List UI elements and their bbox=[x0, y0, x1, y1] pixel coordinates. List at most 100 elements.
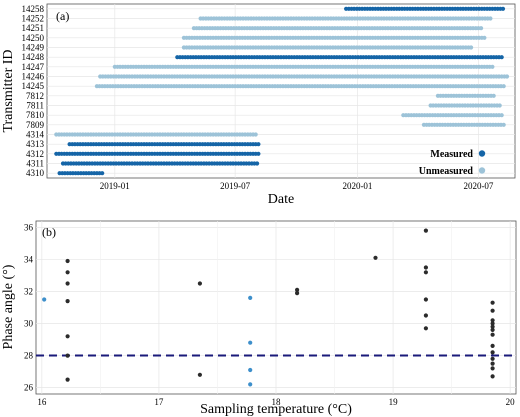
segment-measured-14248 bbox=[175, 55, 504, 60]
segment-unmeasured-7809 bbox=[421, 122, 506, 127]
y-tick-label: 7809 bbox=[26, 120, 45, 130]
data-point bbox=[490, 321, 495, 326]
point-unmeasured bbox=[482, 35, 487, 40]
data-point bbox=[248, 382, 253, 387]
point-unmeasured bbox=[501, 84, 506, 89]
point-unmeasured bbox=[504, 74, 510, 79]
data-point bbox=[197, 281, 202, 286]
y-tick-label: 14258 bbox=[22, 4, 45, 14]
segment-measured-14258 bbox=[344, 6, 506, 11]
panel-a-y-axis-label: Transmitter ID bbox=[1, 49, 16, 132]
y-tick-label: 30 bbox=[24, 319, 34, 329]
legend-measured-label: Measured bbox=[430, 149, 473, 160]
y-tick-label: 14250 bbox=[22, 33, 45, 43]
data-point bbox=[295, 287, 300, 292]
y-tick-label: 7812 bbox=[26, 91, 44, 101]
data-point bbox=[423, 228, 428, 233]
data-point bbox=[490, 327, 495, 332]
data-point bbox=[490, 350, 495, 355]
y-tick-label: 4311 bbox=[26, 159, 44, 169]
x-tick-label: 16 bbox=[37, 397, 47, 407]
data-point bbox=[490, 361, 495, 366]
y-tick-label: 14248 bbox=[22, 52, 45, 62]
y-tick-label: 34 bbox=[24, 254, 34, 264]
point-measured bbox=[500, 6, 506, 11]
x-tick-label: 19 bbox=[389, 397, 399, 407]
data-point bbox=[490, 343, 495, 348]
legend-unmeasured-label: Unmeasured bbox=[419, 166, 474, 177]
point-measured bbox=[100, 171, 105, 176]
data-point bbox=[490, 324, 495, 329]
segment-unmeasured-7811 bbox=[428, 103, 502, 108]
data-point bbox=[65, 258, 70, 264]
segment-unmeasured-4314 bbox=[54, 132, 258, 137]
panel-a-marks bbox=[54, 6, 510, 176]
y-tick-label: 14252 bbox=[22, 14, 45, 24]
point-unmeasured bbox=[469, 45, 474, 50]
data-point bbox=[423, 270, 428, 275]
point-measured bbox=[255, 161, 260, 166]
x-tick-label: 18 bbox=[272, 397, 282, 407]
y-tick-label: 28 bbox=[24, 351, 34, 361]
y-tick-label: 7810 bbox=[26, 110, 45, 120]
data-point bbox=[490, 318, 495, 323]
data-point bbox=[373, 255, 378, 260]
legend-measured-marker bbox=[478, 150, 486, 157]
y-tick-label: 14247 bbox=[22, 62, 45, 72]
panel-a-y-tick-labels: 4310431143124313431478097810781178121424… bbox=[22, 4, 45, 178]
data-point bbox=[490, 374, 495, 379]
y-tick-label: 14249 bbox=[22, 43, 45, 53]
point-unmeasured bbox=[479, 26, 484, 31]
data-point bbox=[490, 332, 495, 337]
data-point bbox=[65, 377, 70, 382]
segment-unmeasured-14250 bbox=[181, 35, 487, 40]
segment-measured-4312 bbox=[54, 151, 261, 156]
segment-unmeasured-7810 bbox=[401, 113, 504, 118]
point-unmeasured bbox=[501, 122, 506, 127]
legend-unmeasured-marker bbox=[478, 167, 486, 174]
panel-b-y-axis-label: Phase angle (°) bbox=[1, 264, 16, 349]
data-point bbox=[65, 281, 70, 286]
data-point bbox=[295, 291, 300, 296]
panel-b-x-axis-label: Sampling temperature (°C) bbox=[200, 402, 352, 417]
data-point bbox=[490, 300, 495, 305]
y-tick-label: 4310 bbox=[26, 168, 45, 178]
point-unmeasured bbox=[491, 93, 496, 98]
y-tick-label: 4313 bbox=[26, 139, 45, 149]
data-point bbox=[65, 270, 70, 275]
segment-unmeasured-14251 bbox=[191, 26, 484, 31]
data-point bbox=[423, 297, 428, 302]
panel-b-y-tick-labels: 26 28 30 32 34 36 bbox=[24, 222, 34, 392]
segment-unmeasured-14245 bbox=[94, 84, 506, 89]
y-tick-label: 4312 bbox=[26, 149, 44, 159]
x-tick-label: 2020-07 bbox=[463, 181, 493, 191]
x-tick-label: 2020-01 bbox=[342, 181, 372, 191]
point-unmeasured bbox=[497, 103, 502, 108]
y-tick-label: 14245 bbox=[22, 81, 45, 91]
y-tick-label: 14246 bbox=[22, 72, 45, 82]
data-point bbox=[65, 353, 70, 358]
segment-unmeasured-14249 bbox=[181, 45, 474, 50]
point-unmeasured bbox=[490, 64, 495, 69]
point-unmeasured bbox=[499, 113, 504, 118]
point-measured bbox=[256, 142, 261, 147]
panel-b: 26 28 30 32 34 36 16 17 18 19 20 (b) Sampling tem… bbox=[1, 220, 517, 417]
segment-measured-4313 bbox=[67, 142, 261, 147]
data-point bbox=[248, 340, 253, 345]
y-tick-label: 4314 bbox=[26, 130, 45, 140]
data-point bbox=[248, 295, 253, 300]
y-tick-label: 7811 bbox=[26, 101, 44, 111]
panel-b-marks bbox=[42, 228, 495, 387]
y-tick-label: 36 bbox=[24, 222, 34, 232]
panel-a-x-axis-label: Date bbox=[268, 192, 294, 207]
data-point bbox=[490, 356, 495, 361]
panel-a: 4310431143124313431478097810781178121424… bbox=[1, 3, 516, 207]
panel-a-x-tick-labels: 2019-01 2019-07 2020-01 2020-07 bbox=[100, 181, 494, 191]
x-tick-label: 20 bbox=[506, 397, 516, 407]
panel-b-x-tick-labels: 16 17 18 19 20 bbox=[37, 397, 515, 407]
segment-unmeasured-7812 bbox=[435, 93, 496, 98]
segment-unmeasured-14252 bbox=[198, 16, 493, 21]
data-point bbox=[490, 308, 495, 313]
point-unmeasured bbox=[253, 132, 258, 137]
